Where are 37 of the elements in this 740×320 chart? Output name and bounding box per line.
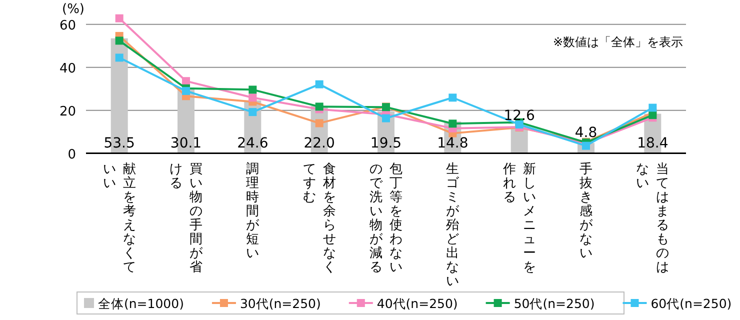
point — [648, 111, 657, 120]
point — [648, 104, 657, 112]
y-tick-label: 0 — [68, 147, 76, 162]
point — [115, 14, 124, 22]
point — [115, 36, 124, 45]
point — [182, 77, 190, 86]
y-tick-label: 60 — [59, 18, 76, 34]
annotation: ※数値は「全体」を表示 — [552, 35, 683, 49]
data-label: 14.8 — [437, 135, 468, 152]
data-label: 18.4 — [637, 135, 668, 152]
point — [315, 80, 324, 88]
data-label: 24.6 — [237, 135, 268, 152]
point — [315, 102, 324, 111]
data-label: 12.6 — [504, 108, 536, 124]
y-tick-label: 20 — [59, 104, 76, 120]
y-axis-title: (%) — [62, 2, 84, 17]
point — [515, 120, 524, 128]
point — [115, 54, 124, 62]
data-label: 19.5 — [370, 135, 402, 152]
legend-label: 60代(n=250) — [650, 296, 732, 311]
point — [248, 108, 257, 116]
legend-label: 30代(n=250) — [240, 296, 321, 311]
point — [315, 119, 324, 128]
point — [448, 94, 457, 102]
point — [448, 120, 457, 128]
point — [248, 86, 257, 94]
legend-label: 50代(n=250) — [514, 296, 595, 311]
point — [382, 114, 390, 122]
data-label: 4.8 — [574, 124, 598, 141]
data-label: 22.0 — [304, 135, 335, 152]
data-label: 53.5 — [104, 135, 135, 152]
y-tick-label: 40 — [59, 61, 76, 76]
point — [182, 86, 190, 95]
data-label: 30.1 — [170, 135, 202, 152]
legend-label: 40代(n=250) — [376, 296, 458, 311]
legend-全体(n=1000): 全体(n=1000) — [84, 296, 184, 311]
point — [248, 94, 257, 102]
